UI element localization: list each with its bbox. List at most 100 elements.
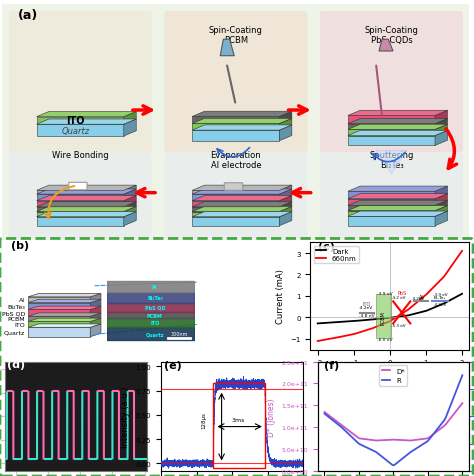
Dark [447, 298, 453, 304]
Polygon shape [192, 196, 292, 201]
Polygon shape [435, 125, 447, 136]
Polygon shape [28, 318, 101, 322]
Y-axis label: D* (Jones): D* (Jones) [266, 397, 275, 436]
Polygon shape [376, 151, 407, 174]
Polygon shape [192, 191, 279, 195]
Polygon shape [192, 189, 292, 195]
Polygon shape [279, 196, 292, 208]
Text: Wire Bonding: Wire Bonding [52, 151, 109, 160]
660nm [459, 248, 465, 254]
Polygon shape [348, 111, 447, 116]
Polygon shape [28, 310, 90, 317]
Bar [213, 383, 265, 468]
Dark [324, 320, 329, 326]
Polygon shape [124, 212, 136, 226]
Text: (e): (e) [164, 360, 182, 370]
Polygon shape [348, 130, 435, 136]
Text: ITO: ITO [66, 116, 85, 126]
Polygon shape [279, 202, 292, 212]
D* [450, 413, 456, 418]
Legend: Dark, 660nm: Dark, 660nm [314, 246, 359, 264]
Polygon shape [279, 126, 292, 141]
Text: ITO: ITO [14, 322, 25, 327]
Text: Quartz: Quartz [146, 331, 164, 337]
Polygon shape [192, 131, 279, 141]
Polygon shape [348, 125, 447, 130]
Polygon shape [36, 212, 136, 217]
Polygon shape [348, 206, 435, 211]
Polygon shape [279, 189, 292, 201]
Polygon shape [124, 112, 136, 125]
Polygon shape [124, 207, 136, 217]
Polygon shape [36, 118, 124, 125]
R [459, 373, 465, 378]
Polygon shape [192, 119, 292, 124]
Polygon shape [124, 189, 136, 201]
Text: Sputtering: Sputtering [369, 151, 414, 160]
Polygon shape [435, 212, 447, 226]
Polygon shape [36, 189, 136, 195]
Polygon shape [348, 187, 447, 192]
Text: (c): (c) [318, 241, 335, 251]
Text: Al: Al [152, 285, 157, 289]
Polygon shape [28, 294, 101, 297]
Polygon shape [435, 119, 447, 130]
Polygon shape [192, 212, 292, 217]
FancyBboxPatch shape [320, 12, 463, 153]
Polygon shape [124, 196, 136, 208]
Polygon shape [90, 318, 101, 327]
Line: Dark: Dark [318, 294, 462, 324]
Polygon shape [28, 307, 101, 310]
Polygon shape [124, 186, 136, 195]
Text: Bi₂Te₃: Bi₂Te₃ [380, 160, 403, 169]
660nm [324, 337, 329, 343]
Text: Bi₂Te₃: Bi₂Te₃ [8, 304, 25, 309]
FancyBboxPatch shape [9, 153, 152, 238]
D* [394, 437, 400, 443]
Text: Spin-Coating: Spin-Coating [209, 26, 263, 35]
D* [459, 400, 465, 406]
Text: Al: Al [174, 255, 180, 259]
Dark [452, 295, 457, 301]
Dark [320, 320, 326, 326]
Text: PbS QD: PbS QD [145, 305, 165, 310]
Polygon shape [279, 186, 292, 195]
Polygon shape [28, 299, 101, 303]
Polygon shape [279, 112, 292, 124]
Polygon shape [124, 202, 136, 212]
Polygon shape [90, 294, 101, 303]
Text: PbS CQDs: PbS CQDs [371, 36, 412, 44]
Y-axis label: Current (mA): Current (mA) [276, 269, 285, 324]
R [348, 433, 354, 439]
Line: D*: D* [325, 403, 462, 441]
Text: (b): (b) [10, 240, 29, 250]
Polygon shape [36, 120, 136, 125]
Polygon shape [36, 186, 136, 191]
Polygon shape [192, 208, 279, 212]
D* [405, 437, 411, 443]
Text: (f): (f) [325, 360, 340, 370]
Text: (a): (a) [18, 9, 38, 22]
FancyBboxPatch shape [224, 183, 243, 191]
Line: 660nm: 660nm [318, 251, 462, 341]
Text: PCBM: PCBM [147, 313, 163, 318]
Polygon shape [279, 207, 292, 217]
Polygon shape [28, 317, 90, 322]
Polygon shape [279, 212, 292, 226]
Polygon shape [90, 324, 101, 337]
Polygon shape [348, 119, 447, 124]
FancyBboxPatch shape [0, 2, 474, 243]
FancyBboxPatch shape [320, 153, 463, 238]
Polygon shape [435, 187, 447, 199]
Text: Bi₂Te₃: Bi₂Te₃ [147, 295, 163, 300]
Y-axis label: Intensity (a.u.): Intensity (a.u.) [121, 386, 130, 447]
Text: ITO: ITO [150, 321, 160, 326]
Polygon shape [379, 40, 393, 52]
Text: Bi₂Te₃: Bi₂Te₃ [174, 268, 189, 273]
D* [454, 407, 460, 413]
Text: Spin-Coating: Spin-Coating [365, 26, 419, 35]
Polygon shape [348, 136, 435, 146]
Polygon shape [192, 202, 292, 208]
Polygon shape [348, 199, 435, 206]
Polygon shape [28, 327, 90, 337]
